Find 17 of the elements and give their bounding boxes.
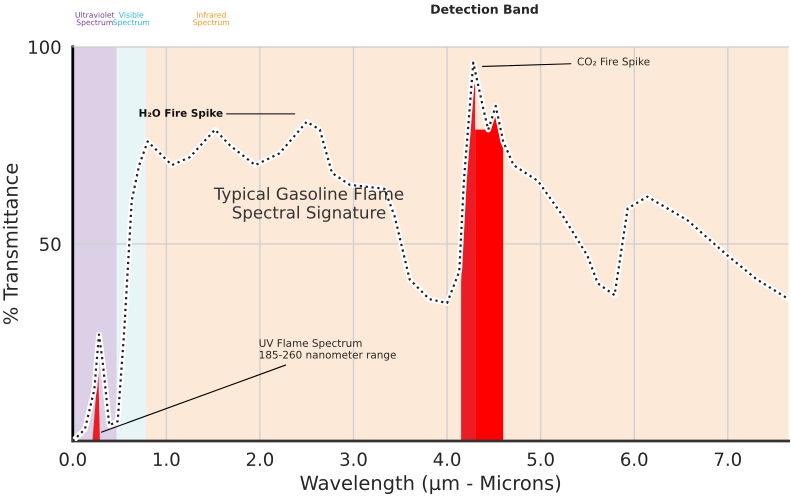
x-tick-label: 6.0 (621, 452, 648, 466)
x-tick-label: 0.0 (60, 452, 86, 466)
annotation: CO₂ Fire Spike (578, 57, 650, 68)
annotation: Typical Gasoline Flame Spectral Signature (214, 187, 404, 222)
x-tick-label: 1.0 (154, 452, 180, 466)
annotation: Detection Band (431, 4, 538, 14)
y-tick-label: 100 (29, 40, 60, 54)
y-tick-label: 50 (40, 237, 60, 252)
annotation: H₂O Fire Spike (140, 108, 223, 119)
x-tick-label: 4.0 (434, 452, 460, 466)
x-tick-label: 7.0 (714, 452, 741, 466)
x-tick-label: 5.0 (528, 452, 554, 466)
x-tick-label: 3.0 (340, 452, 367, 466)
y-axis-title: % Transmittance (2, 164, 18, 324)
x-tick-label: 2.0 (246, 452, 274, 466)
annotation: UV Flame Spectrum 185-260 nanometer range (260, 338, 396, 361)
x-axis-title: Wavelength (µm - Microns) (300, 475, 560, 494)
